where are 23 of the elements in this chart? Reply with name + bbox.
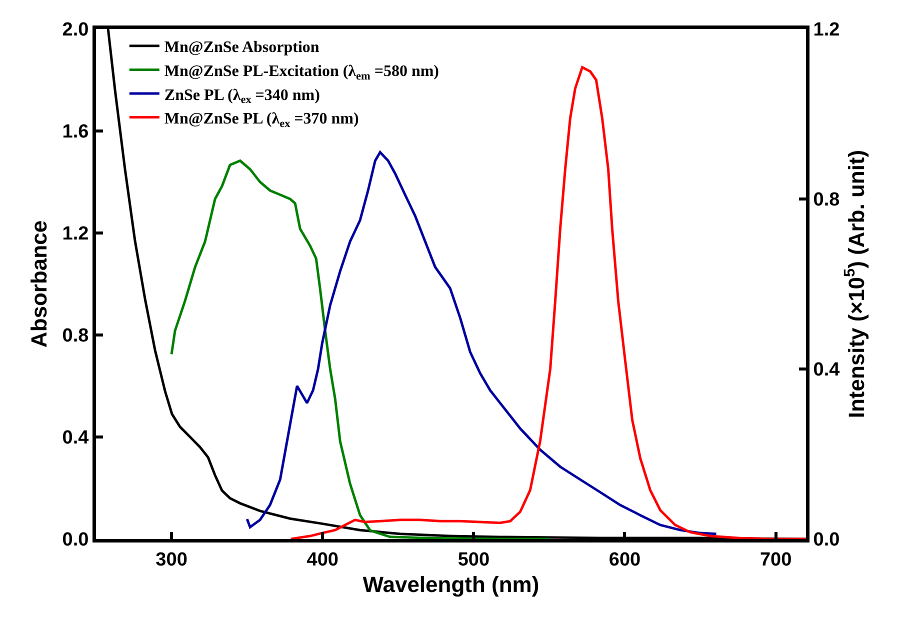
- y2-tick-label: 0.0: [813, 530, 840, 551]
- y-tick-label: 1.2: [62, 224, 89, 245]
- x-tick-label: 400: [306, 549, 338, 570]
- y2-tick-label: 0.4: [813, 360, 840, 381]
- x-tick-label: 500: [458, 549, 490, 570]
- line-series: [170, 160, 550, 539]
- x-tick-label: 600: [608, 549, 641, 570]
- x-axis-title: Wavelength (nm): [362, 572, 540, 597]
- y-tick-label: 1.6: [62, 122, 89, 143]
- y-axis-title: Absorbance: [26, 220, 52, 348]
- legend-label: Mn@ZnSe Absorption: [164, 39, 320, 56]
- y-tick-label: 0.4: [62, 428, 90, 449]
- legend-label: Mn@ZnSe PL (λ$_{ex}$ =370 nm): [164, 110, 359, 130]
- y2-tick-label: 1.2: [813, 20, 840, 41]
- legend-label: Mn@ZnSe PL-Excitation (λ$_{em}$ =580 nm): [164, 62, 440, 82]
- y2-tick-label: 0.8: [813, 190, 840, 211]
- x-tick-label: 300: [156, 549, 188, 570]
- x-tick-label: 700: [760, 549, 792, 570]
- legend-label: ZnSe PL (λ$_{ex}$ =340 nm): [164, 86, 320, 106]
- y-tick-label: 0.0: [62, 530, 89, 551]
- y-tick-label: 0.8: [62, 326, 89, 347]
- line-series: [246, 151, 718, 536]
- y-tick-label: 2.0: [62, 20, 89, 41]
